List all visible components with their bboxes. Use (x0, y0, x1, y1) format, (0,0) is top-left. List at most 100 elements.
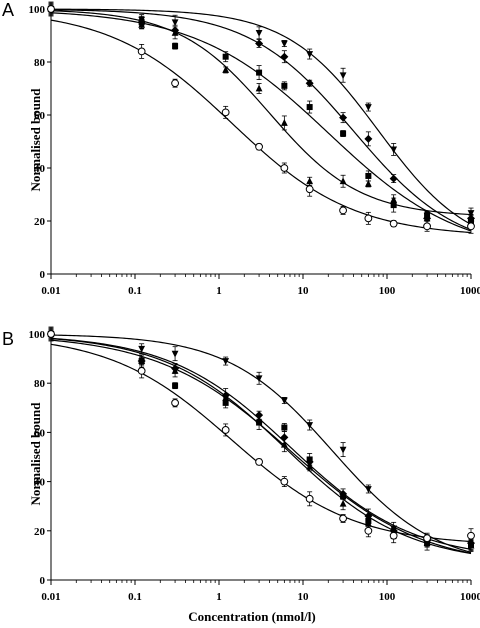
panel-a-point-triangle-down (255, 29, 263, 37)
panel-b-point-circle-open (171, 398, 179, 407)
panel-b-point-triangle-down (306, 422, 314, 429)
panel-b-point-triangle-down (339, 446, 347, 454)
panel-a-point-triangle-down (306, 51, 314, 58)
panel-a-point-triangle-up (171, 28, 179, 36)
panel-b-fit-curve-triangle-down (50, 334, 472, 553)
panel-a-point-triangle-up (222, 66, 230, 73)
panel-b-point-circle-open (305, 494, 314, 503)
x-tick-label: 0.01 (41, 285, 60, 297)
panel-b-point-square (281, 424, 288, 431)
panel-a-point-circle-open (305, 185, 314, 194)
panel-a-point-triangle-down (171, 19, 179, 27)
panel-a-point-diamond (305, 79, 314, 88)
x-tick-label: 1 (216, 285, 222, 297)
panel-b-point-triangle-down (222, 358, 230, 365)
y-tick-label: 100 (29, 329, 46, 341)
panel-a-point-triangle-down (339, 72, 347, 80)
x-tick-label: 0.1 (128, 591, 142, 603)
panel-a-point-diamond (339, 113, 348, 122)
panel-a-point-diamond (255, 39, 264, 48)
panel-a-point-triangle-down (390, 146, 398, 154)
panel-label-a: A (2, 0, 14, 20)
panel-a-fit-curve-triangle-up (50, 10, 472, 216)
x-tick-label: 0.1 (128, 285, 142, 297)
panel-a-plot: 0 20 40 60 80 100 0.01 0.1 1 10 100 1000 (29, 1, 480, 297)
panel-a-point-triangle-up (255, 84, 263, 92)
y-tick-label: 100 (29, 4, 46, 16)
panel-b-point-triangle-up (339, 499, 347, 507)
panel-a-point-circle-open (364, 214, 373, 223)
panel-a-point-triangle-down (280, 40, 288, 48)
panel-a-point-circle-open (423, 222, 431, 231)
panel-a-point-circle-open (221, 108, 230, 117)
panel-a-point-triangle-up (280, 119, 288, 126)
panel-a-point-circle-open (339, 206, 347, 215)
panel-a-point-circle-open (137, 47, 146, 56)
panel-b-point-triangle-up (255, 416, 263, 423)
panel-b-point-circle-open (389, 531, 398, 540)
panel-a-point-square (365, 172, 372, 179)
panel-a-point-diamond (364, 134, 373, 143)
panel-b-point-triangle-up (306, 462, 314, 470)
panel-a-point-triangle-down (467, 210, 475, 217)
x-tick-label: 0.01 (41, 591, 60, 603)
panel-b-point-triangle-up (467, 541, 475, 549)
panel-b-point-circle-open (423, 534, 431, 543)
panel-b-fit-curve-diamond (50, 337, 472, 550)
x-tick-label: 10 (298, 285, 310, 297)
panel-a-point-square (222, 53, 229, 60)
panel-a-point-circle-open (280, 164, 289, 172)
y-tick-label: 80 (34, 378, 46, 390)
panel-b-point-circle-open (255, 458, 263, 466)
y-tick-label: 40 (34, 163, 46, 175)
panel-a-point-circle-open (255, 142, 263, 151)
panel-b-point-circle-open (364, 526, 373, 535)
panel-a-point-triangle-down (364, 104, 372, 111)
panel-a-point-square (306, 104, 313, 111)
panel-a-point-triangle-up (390, 195, 398, 203)
panel-a-point-circle-open (467, 222, 475, 231)
panel-a-point-diamond (389, 174, 398, 183)
panel-b-point-triangle-down (280, 397, 288, 405)
panel-b-point-square (222, 399, 229, 406)
panel-a-point-circle-open (389, 219, 398, 228)
panel-b-x-axis-label: Concentration (nmol/l) (188, 609, 315, 624)
panel-a-fit-curve-triangle-down (51, 8, 472, 225)
y-tick-label: 60 (34, 427, 46, 439)
x-tick-label: 100 (379, 591, 396, 603)
panel-b-point-circle-open (221, 426, 230, 434)
panel-b-point-triangle-down (255, 375, 263, 383)
panel-b-point-circle-open (280, 477, 289, 486)
panel-label-b: B (2, 329, 14, 349)
panel-b-fit-curve-circle-open (50, 343, 472, 543)
panel-a-point-circle-open (47, 5, 55, 13)
panel-a-y-axis-label: Normalised bound (28, 88, 43, 192)
panel-a-point-square (172, 43, 179, 50)
y-tick-label: 40 (34, 477, 46, 489)
panel-a-point-triangle-up (138, 21, 146, 28)
panel-a-point-diamond (280, 52, 289, 61)
panel-a-fit-curve-circle-open (50, 19, 472, 234)
x-tick-label: 10 (298, 591, 310, 603)
panel-a-point-circle-open (171, 79, 179, 88)
y-tick-label: 80 (34, 57, 46, 69)
panel-b-point-triangle-up (138, 357, 146, 364)
panel-b-point-triangle-up (222, 394, 230, 401)
panel-a-point-square (340, 130, 347, 137)
panel-a-point-square (281, 82, 288, 89)
panel-b-y-axis-label: Normalised bound (28, 402, 43, 506)
panel-a-point-square (256, 69, 263, 76)
y-tick-label: 20 (34, 526, 46, 538)
y-tick-label: 60 (34, 110, 46, 122)
x-tick-label: 1000 (460, 591, 480, 603)
panel-b-point-triangle-up (280, 440, 288, 448)
panel-b-point-triangle-down (171, 350, 179, 358)
x-tick-label: 100 (379, 285, 396, 297)
panel-b-point-triangle-up (171, 367, 179, 374)
panel-b-point-triangle-down (138, 345, 146, 353)
panel-a-point-triangle-up (364, 180, 372, 187)
panel-b-point-square (340, 493, 347, 500)
panel-a-point-triangle-up (339, 177, 347, 185)
panel-b-plot: 0 20 40 60 80 100 0.01 0.1 1 10 100 1000 (29, 326, 480, 603)
